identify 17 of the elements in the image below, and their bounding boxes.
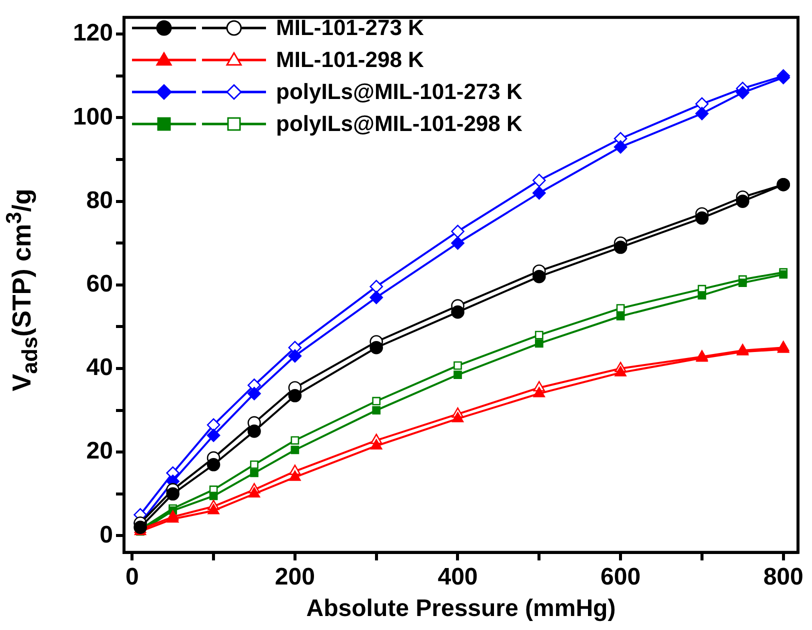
y-tick-label: 100 [72, 103, 113, 130]
y-tick-label: 40 [86, 354, 113, 382]
x-axis-title: Absolute Pressure (mmHg) [306, 595, 616, 622]
legend-label: polyILs@MIL-101-273 K [276, 79, 522, 105]
legend-label: MIL-101-298 K [276, 47, 424, 73]
x-tick-label: 200 [274, 563, 315, 590]
x-tick-label: 0 [125, 563, 139, 590]
y-tick-label: 80 [86, 186, 113, 214]
y-tick-label: 60 [86, 270, 113, 298]
legend-label: polyILs@MIL-101-298 K [276, 111, 522, 137]
x-tick-label: 600 [600, 563, 641, 590]
x-tick-label: 400 [438, 563, 478, 590]
y-tick-label: 20 [86, 438, 113, 465]
y-tick-label: 0 [100, 521, 113, 548]
legend-label: MIL-101-273 K [276, 15, 424, 41]
y-tick-label: 120 [72, 20, 113, 47]
x-tick-label: 800 [763, 563, 804, 590]
